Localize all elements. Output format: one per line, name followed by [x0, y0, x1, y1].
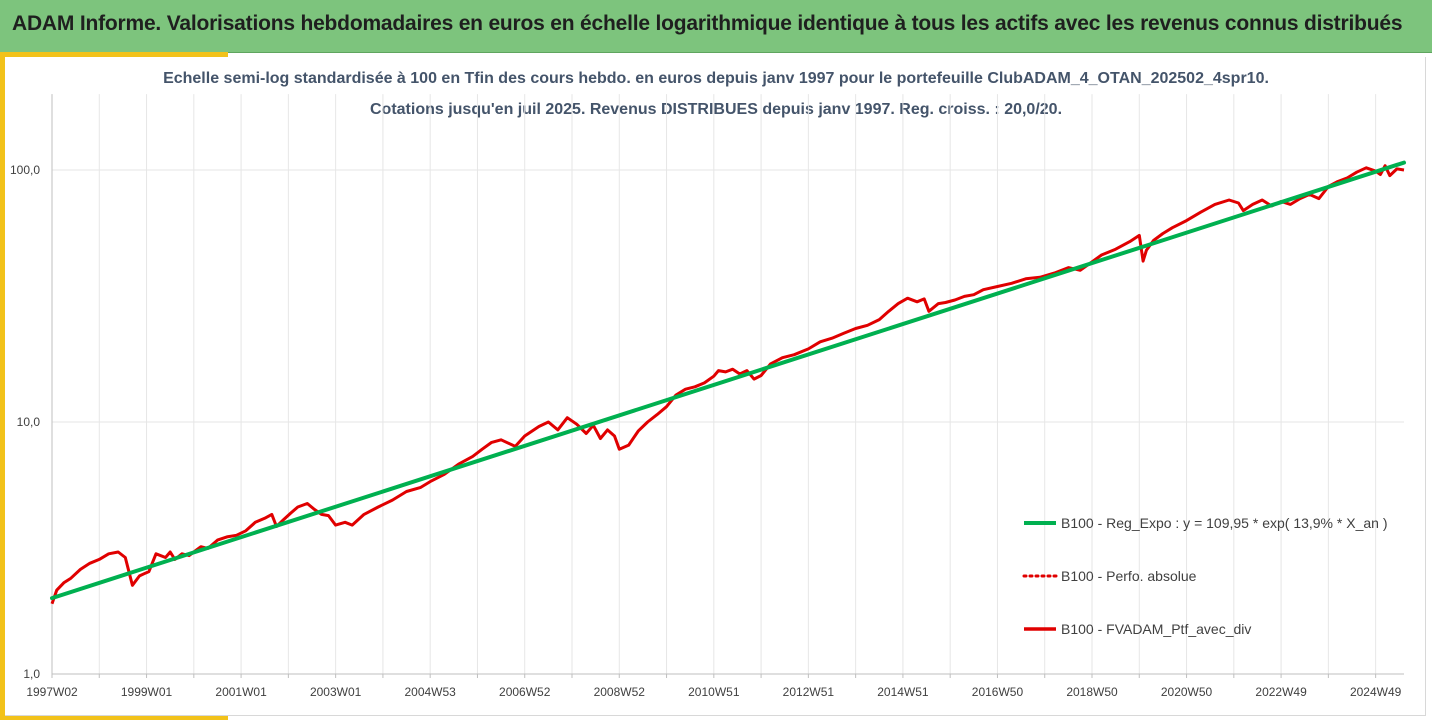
header-banner: ADAM Informe. Valorisations hebdomadaire…: [0, 0, 1432, 53]
chart-title-line-1: Echelle semi-log standardisée à 100 en T…: [163, 70, 1269, 87]
x-tick-label: 2008W52: [594, 685, 646, 699]
series-line-regression: [50, 160, 1406, 601]
legend-label: B100 - FVADAM_Ptf_avec_div: [1061, 621, 1251, 637]
grid-lines: [51, 94, 1404, 675]
report-title: ADAM Informe. Valorisations hebdomadaire…: [12, 12, 1403, 35]
y-tick-label: 100,0: [10, 163, 40, 177]
x-tick-label: 2006W52: [499, 685, 551, 699]
x-tick-label: 2014W51: [877, 685, 929, 699]
accent-bar-top: [0, 52, 228, 57]
x-tick-label: 2024W49: [1350, 685, 1402, 699]
axes: 1,0 10,0 100,0 1997W02 1999W01 2001W01 2003W01…: [10, 94, 1404, 699]
legend-item-fvadam-ptf: B100 - FVADAM_Ptf_avec_div: [1024, 621, 1251, 637]
x-tick-label: 2020W50: [1161, 685, 1213, 699]
x-tick-label: 2004W53: [404, 685, 456, 699]
chart-frame: [5, 57, 1426, 716]
legend: B100 - Reg_Expo : y = 109,95 * exp( 13,9…: [1022, 515, 1387, 637]
x-tick-label: 2018W50: [1066, 685, 1118, 699]
legend-item-regression: B100 - Reg_Expo : y = 109,95 * exp( 13,9…: [1024, 515, 1387, 531]
x-tick-label: 2010W51: [688, 685, 740, 699]
x-tick-label: 2022W49: [1255, 685, 1307, 699]
accent-bar-left: [0, 52, 5, 720]
y-tick-label: 1,0: [23, 667, 40, 681]
x-tick-label: 1999W01: [121, 685, 173, 699]
accent-bar-bottom: [0, 715, 228, 720]
x-tick-label: 2003W01: [310, 685, 362, 699]
x-tick-label: 2012W51: [783, 685, 835, 699]
series-lines: [50, 160, 1406, 605]
x-tick-label: 2016W50: [972, 685, 1024, 699]
x-tick-label: 2001W01: [215, 685, 267, 699]
legend-item-perfo-absolue: B100 - Perfo. absolue: [1022, 568, 1197, 584]
y-tick-label: 10,0: [17, 415, 41, 429]
chart-title-line-2: Cotations jusqu'en juil 2025. Revenus DI…: [369, 101, 1063, 118]
x-tick-label: 1997W02: [26, 685, 78, 699]
series-line-fvadam-ptf: [50, 164, 1405, 605]
legend-label: B100 - Perfo. absolue: [1061, 568, 1197, 584]
legend-label: B100 - Reg_Expo : y = 109,95 * exp( 13,9…: [1061, 515, 1387, 531]
